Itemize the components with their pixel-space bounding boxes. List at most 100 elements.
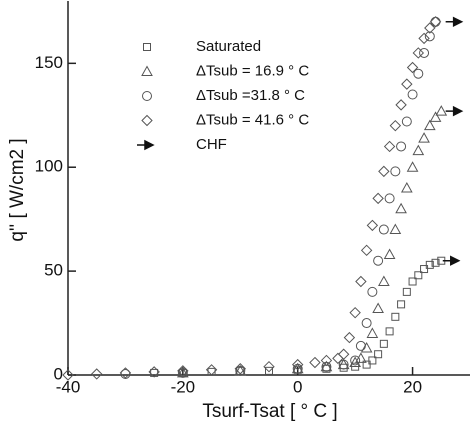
legend-label: ΔTsub = 16.9 ° C [196,62,309,79]
data-point [442,255,461,266]
data-point [435,105,448,116]
x-tick-label: 20 [403,377,422,396]
legend-symbol [143,43,151,51]
data-point [400,181,413,193]
data-point [418,132,430,143]
data-point [383,140,396,153]
data-point [372,302,384,314]
data-point [292,358,304,371]
data-point [362,360,371,369]
data-point [91,368,103,380]
data-point [235,365,246,376]
y-tick-label: 50 [44,261,63,280]
legend-symbol [137,139,155,151]
data-point [343,331,356,344]
data-point [424,31,435,42]
data-point [355,340,366,351]
data-point [425,260,434,269]
data-point [420,265,429,274]
data-point [407,89,418,100]
legend-label: Saturated [196,38,261,55]
data-point [383,248,396,259]
data-point [355,352,367,363]
y-tick-label: 0 [54,364,63,383]
data-point [205,364,218,376]
data-point [361,318,372,329]
data-point [373,255,384,266]
data-point [372,192,384,205]
legend-label: ΔTsub = 41.6 ° C [196,111,309,128]
data-point [378,275,390,286]
data-point [367,286,378,297]
legend-symbol [142,91,152,101]
data-point [349,306,361,319]
data-point [445,16,464,27]
data-point [406,161,419,172]
data-point [389,119,402,132]
data-point [321,361,332,372]
data-point [292,363,303,374]
data-point [265,366,273,375]
data-point [429,111,442,122]
data-point [350,355,361,366]
data-point [384,193,395,204]
legend-symbol [141,114,153,127]
data-point [423,119,436,131]
data-point [401,116,412,127]
data-point [413,68,424,79]
data-point [378,165,390,178]
data-point [177,365,189,377]
data-point [332,352,344,365]
data-point [366,327,379,338]
data-point [445,105,464,117]
data-point [408,277,417,286]
data-point [379,339,388,348]
data-point [397,300,406,309]
data-point [177,367,188,378]
data-point [419,47,430,58]
y-tick-label: 150 [35,53,63,72]
data-point [431,258,440,267]
x-tick-label: 0 [293,377,302,396]
x-tick-label: -20 [171,377,196,396]
data-point [355,275,367,288]
data-point [391,312,400,321]
data-point [234,364,247,376]
data-point [418,32,430,45]
data-point [412,47,425,59]
data-point [401,78,413,90]
data-point [374,350,383,359]
legend-label: ΔTsub =31.8 ° C [196,87,305,104]
x-tick-label: -40 [56,377,81,396]
data-point [234,363,246,375]
data-point [309,356,321,369]
data-point [338,359,349,370]
data-point [320,354,333,367]
data-point [412,144,425,156]
data-point [414,271,423,280]
x-axis-label: Tsurf-Tsat [ ° C ] [202,401,337,422]
legend-label: CHF [196,136,227,153]
data-point [263,360,275,373]
data-point [360,244,373,257]
data-point [390,166,401,177]
data-point [62,369,74,381]
y-tick-label: 100 [35,157,63,176]
data-point [148,366,160,378]
legend-symbol [141,65,153,76]
data-point [360,341,373,353]
data-point [119,367,132,379]
data-point [385,327,394,336]
data-point [395,202,407,214]
y-axis-label: q'' [ W/cm2 ] [7,138,28,241]
data-point [378,224,389,235]
data-point [337,358,350,370]
data-point [337,348,350,360]
data-point [366,219,379,232]
data-point [395,99,407,111]
data-point [177,366,189,378]
data-point [396,141,407,152]
data-point [429,16,442,28]
data-point [368,356,377,365]
